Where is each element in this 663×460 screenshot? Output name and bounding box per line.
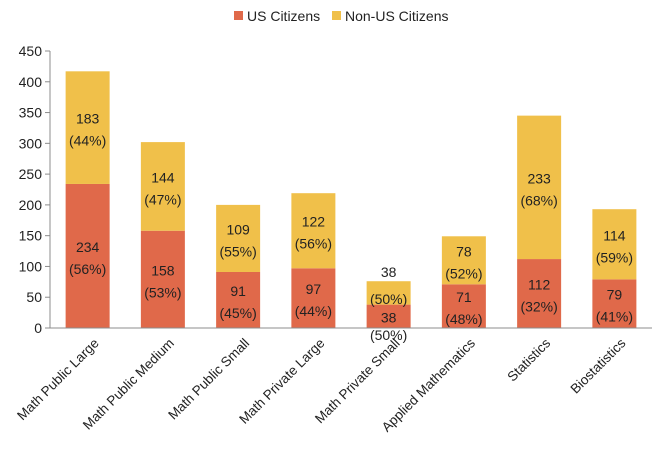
data-label-us-citizens: 234 — [76, 239, 100, 255]
x-category-label: Statistics — [504, 335, 553, 384]
data-label-us-citizens: 79 — [607, 287, 623, 303]
y-tick-label: 0 — [34, 320, 42, 336]
bar-non-us-citizens — [140, 142, 185, 231]
y-tick-label: 400 — [19, 74, 43, 90]
data-label-non-us-citizens-percent: (59%) — [596, 249, 633, 265]
bar-non-us-citizens — [517, 115, 562, 260]
y-tick-label: 350 — [19, 105, 43, 121]
bar-non-us-citizens — [592, 209, 637, 280]
data-label-us-citizens-percent: (48%) — [445, 311, 482, 327]
data-label-non-us-citizens-percent: (52%) — [445, 265, 482, 281]
y-tick-label: 150 — [19, 228, 43, 244]
y-tick-label: 250 — [19, 166, 43, 182]
data-label-us-citizens: 91 — [230, 283, 246, 299]
legend-swatch-us-citizens — [234, 11, 243, 20]
bar-us-citizens — [291, 268, 336, 328]
y-axis: 0 50 100 150 200 250 300 350 400 450 — [19, 43, 51, 336]
data-label-non-us-citizens-percent: (50%) — [370, 291, 407, 307]
data-label-us-citizens-percent: (32%) — [520, 299, 557, 315]
legend-swatch-non-us-citizens — [332, 11, 341, 20]
y-tick-label: 300 — [19, 135, 43, 151]
data-label-non-us-citizens: 114 — [603, 227, 626, 243]
bar-us-citizens — [65, 183, 110, 328]
bar-us-citizens — [140, 230, 185, 328]
data-label-us-citizens: 38 — [381, 310, 397, 326]
y-tick-label: 450 — [19, 43, 43, 59]
data-label-non-us-citizens: 109 — [226, 221, 250, 237]
bars: 234 (56%) 183 (44%) 158 (53%) 144 (47%) 91 (45%) 1… — [65, 71, 637, 343]
data-label-non-us-citizens: 122 — [302, 214, 326, 230]
data-label-us-citizens-percent: (50%) — [370, 327, 407, 343]
data-label-non-us-citizens: 144 — [151, 169, 175, 185]
y-tick-label: 50 — [26, 289, 42, 305]
bar-us-citizens — [366, 304, 411, 328]
data-label-non-us-citizens-percent: (47%) — [144, 191, 181, 207]
legend-label-us-citizens: US Citizens — [247, 8, 320, 24]
bar-non-us-citizens — [65, 71, 110, 184]
y-tick-label: 100 — [19, 258, 43, 274]
data-label-non-us-citizens-percent: (55%) — [219, 243, 256, 259]
bar-non-us-citizens — [441, 236, 486, 285]
data-label-non-us-citizens: 233 — [527, 170, 551, 186]
data-label-us-citizens: 97 — [306, 281, 322, 297]
bar-us-citizens — [517, 259, 562, 328]
bar-non-us-citizens — [366, 281, 411, 305]
data-label-us-citizens-percent: (56%) — [69, 261, 106, 277]
bar-us-citizens — [216, 271, 261, 328]
y-tick-label: 200 — [19, 197, 43, 213]
data-label-non-us-citizens-percent: (56%) — [295, 236, 332, 252]
data-label-non-us-citizens-percent: (44%) — [69, 133, 106, 149]
x-category-label: Math Public Small — [165, 336, 252, 423]
x-category-label: Biostatistics — [567, 335, 628, 396]
data-label-us-citizens: 112 — [528, 277, 551, 293]
x-category-label: Math Public Large — [14, 336, 102, 424]
bar-non-us-citizens — [216, 204, 261, 272]
data-label-us-citizens-percent: (45%) — [219, 305, 256, 321]
bar-non-us-citizens — [291, 193, 336, 269]
data-label-non-us-citizens: 78 — [456, 243, 472, 259]
bar-us-citizens — [441, 284, 486, 328]
legend: US Citizens Non-US Citizens — [234, 8, 448, 24]
data-label-us-citizens-percent: (44%) — [295, 303, 332, 319]
data-label-us-citizens-percent: (41%) — [596, 309, 633, 325]
data-label-non-us-citizens: 38 — [381, 264, 397, 280]
data-label-non-us-citizens-percent: (68%) — [520, 192, 557, 208]
data-label-us-citizens-percent: (53%) — [144, 284, 181, 300]
data-label-us-citizens: 158 — [151, 262, 175, 278]
data-label-non-us-citizens: 183 — [76, 111, 100, 127]
bar-us-citizens — [592, 279, 637, 328]
legend-label-non-us-citizens: Non-US Citizens — [345, 8, 448, 24]
data-label-us-citizens: 71 — [456, 289, 472, 305]
